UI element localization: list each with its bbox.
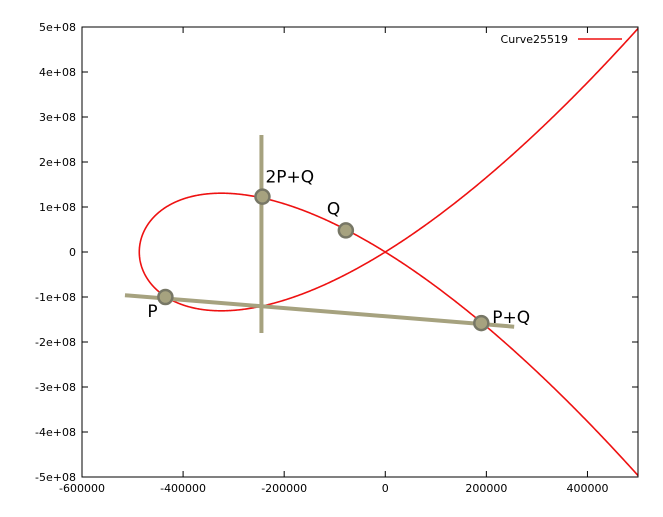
helper-line-layer: [124, 135, 515, 333]
point-label-p-plus-q: P+Q: [492, 308, 530, 328]
point-label-2p-plus-q: 2P+Q: [265, 168, 314, 188]
point-label-q: Q: [327, 199, 340, 219]
y-tick-label: 2e+08: [39, 156, 76, 169]
y-tick-label: 5e+08: [39, 21, 76, 34]
x-tick-label: -600000: [59, 482, 105, 495]
y-tick-label: -4e+08: [35, 426, 76, 439]
plot-border: [81, 26, 639, 478]
y-tick-label: 3e+08: [39, 111, 76, 124]
y-tick-label: -3e+08: [35, 381, 76, 394]
x-axis: -600000 -400000 -200000 0 200000 400000: [59, 27, 608, 495]
y-tick-label: -5e+08: [35, 471, 76, 484]
legend: Curve25519: [501, 33, 622, 46]
x-tick-label: 400000: [566, 482, 608, 495]
legend-label-curve25519: Curve25519: [501, 33, 568, 46]
point-q: [337, 222, 355, 239]
y-tick-label: 4e+08: [39, 66, 76, 79]
point-label-p: P: [147, 302, 157, 322]
curve-layer: [138, 27, 638, 477]
series-line-curve25519: [138, 27, 638, 477]
plot-frame: [81, 26, 639, 478]
y-tick-label: 0: [69, 246, 76, 259]
point-p: [157, 288, 174, 306]
point-layer: P Q P+Q 2P+Q: [147, 168, 530, 332]
x-tick-label: -400000: [160, 482, 206, 495]
y-tick-label: -2e+08: [35, 336, 76, 349]
y-tick-label: 1e+08: [39, 201, 76, 214]
helper-line-chord-P-Q: [124, 293, 515, 329]
x-tick-label: -200000: [261, 482, 307, 495]
y-tick-label: -1e+08: [35, 291, 76, 304]
x-tick-label: 200000: [465, 482, 507, 495]
x-tick-label: 0: [382, 482, 389, 495]
point-p-plus-q: [473, 314, 490, 332]
point-2p-plus-q: [254, 188, 271, 205]
y-axis: 5e+08 4e+08 3e+08 2e+08 1e+08 0 -1e+08 -2e+08 -3…: [35, 21, 638, 484]
